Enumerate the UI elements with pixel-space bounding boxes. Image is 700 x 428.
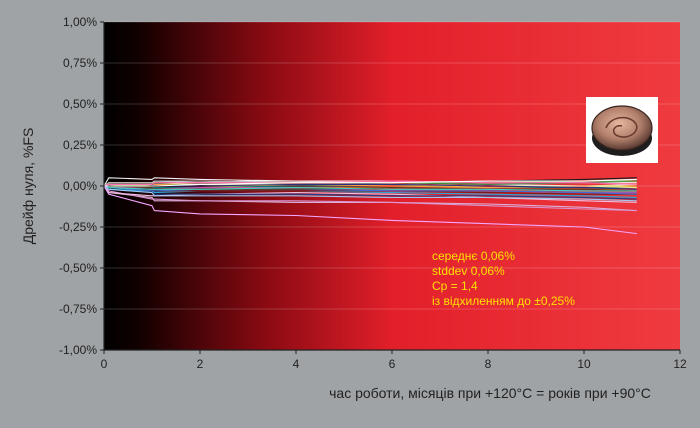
- series-line-2: [103, 185, 637, 212]
- stat-stddev: stddev 0,06%: [432, 264, 505, 278]
- series-lines: [103, 177, 637, 235]
- x-tick-label-2: 4: [293, 357, 300, 371]
- y-tick-label-1: 0,75%: [63, 56, 97, 70]
- sensor-pattern: [605, 116, 638, 138]
- y-tick-label-0: 1,00%: [63, 15, 97, 29]
- x-tick-label-4: 8: [485, 357, 492, 371]
- y-tick-label-3: 0,25%: [63, 138, 97, 152]
- sensor-disc: [591, 105, 653, 151]
- x-tick-label-6: 12: [673, 357, 687, 371]
- y-tick-label-8: -1,00%: [59, 343, 97, 357]
- x-tick-label-1: 2: [197, 357, 204, 371]
- y-tick-label-4: 0,00%: [63, 179, 97, 193]
- series-line-25: [104, 178, 637, 187]
- axis-ticks: 1,00% 0,75% 0,50% 0,25% 0,00% -0,25% -0,50% -0,…: [59, 15, 687, 371]
- y-tick-label-5: -0,25%: [59, 220, 97, 234]
- series-line-23: [103, 185, 637, 192]
- series-line-24: [103, 185, 637, 202]
- stat-mean: середнє 0,06%: [432, 249, 515, 263]
- series-line-22: [103, 180, 637, 187]
- series-line-19: [104, 185, 637, 192]
- y-tick-label-2: 0,50%: [63, 97, 97, 111]
- x-axis-label: час роботи, місяців при +120°C = років п…: [329, 385, 651, 401]
- y-tick-label-7: -0,75%: [59, 302, 97, 316]
- y-tick-label-6: -0,50%: [59, 261, 97, 275]
- sensor-photo: [586, 97, 658, 163]
- statistics-annotation: середнє 0,06% stddev 0,06% Cp = 1,4 із в…: [432, 249, 575, 308]
- stat-tolerance: із відхиленням до ±0,25%: [432, 294, 575, 308]
- x-tick-label-3: 6: [389, 357, 396, 371]
- series-line-26: [103, 185, 637, 235]
- stat-cp: Cp = 1,4: [432, 279, 478, 293]
- y-axis-label: Дрейф нуля, %FS: [20, 128, 36, 245]
- x-tick-label-5: 10: [577, 357, 591, 371]
- x-tick-label-0: 0: [101, 357, 108, 371]
- series-line-4: [103, 185, 637, 203]
